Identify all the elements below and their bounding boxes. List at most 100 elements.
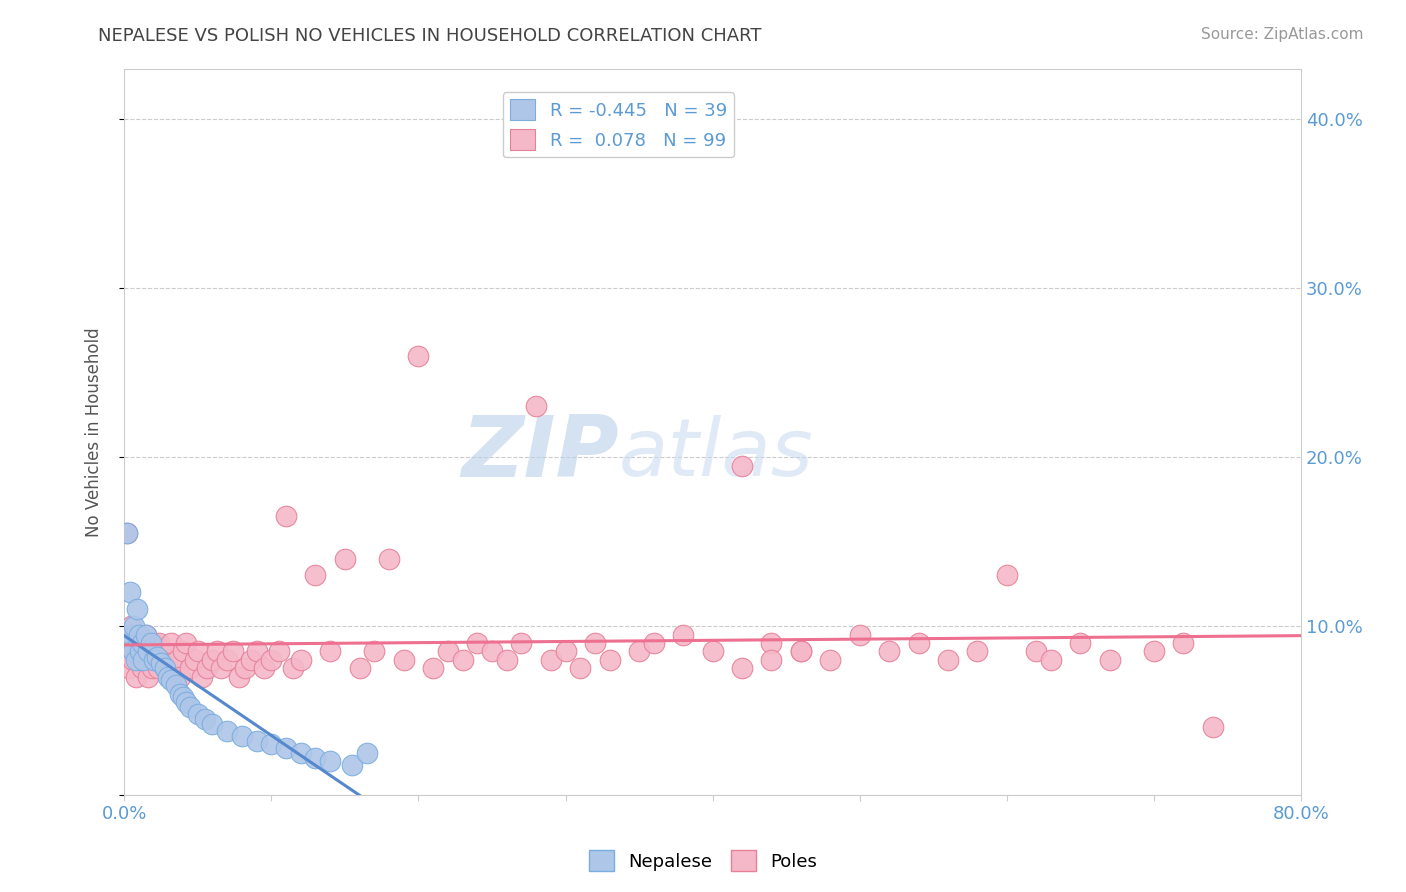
Point <box>165 678 187 692</box>
Point <box>131 661 153 675</box>
Point <box>290 746 312 760</box>
Point <box>125 670 148 684</box>
Point <box>160 673 183 688</box>
Text: NEPALESE VS POLISH NO VEHICLES IN HOUSEHOLD CORRELATION CHART: NEPALESE VS POLISH NO VEHICLES IN HOUSEH… <box>98 27 762 45</box>
Point <box>166 653 188 667</box>
Point <box>274 509 297 524</box>
Point <box>731 661 754 675</box>
Point <box>122 653 145 667</box>
Point <box>253 661 276 675</box>
Point <box>127 602 149 616</box>
Point <box>966 644 988 658</box>
Point <box>194 712 217 726</box>
Point <box>790 644 813 658</box>
Point <box>1040 653 1063 667</box>
Point <box>122 644 145 658</box>
Point <box>201 717 224 731</box>
Point <box>231 729 253 743</box>
Point <box>131 636 153 650</box>
Point <box>169 687 191 701</box>
Text: atlas: atlas <box>619 415 813 492</box>
Point <box>160 636 183 650</box>
Point <box>135 627 157 641</box>
Point <box>124 619 146 633</box>
Point <box>340 757 363 772</box>
Point <box>115 526 138 541</box>
Point <box>1069 636 1091 650</box>
Point <box>187 644 209 658</box>
Point <box>217 723 239 738</box>
Point <box>790 644 813 658</box>
Point <box>163 661 186 675</box>
Point <box>129 653 152 667</box>
Point <box>136 644 159 658</box>
Point <box>172 644 194 658</box>
Point <box>239 653 262 667</box>
Point <box>157 670 180 684</box>
Point <box>1025 644 1047 658</box>
Point <box>233 661 256 675</box>
Point <box>761 636 783 650</box>
Point <box>392 653 415 667</box>
Point <box>209 661 232 675</box>
Point <box>245 734 267 748</box>
Text: Source: ZipAtlas.com: Source: ZipAtlas.com <box>1201 27 1364 42</box>
Point <box>936 653 959 667</box>
Point <box>304 568 326 582</box>
Point <box>583 636 606 650</box>
Point <box>191 670 214 684</box>
Point <box>481 644 503 658</box>
Point <box>907 636 929 650</box>
Point <box>274 740 297 755</box>
Point <box>139 644 162 658</box>
Point <box>245 644 267 658</box>
Point <box>145 649 167 664</box>
Point <box>1143 644 1166 658</box>
Point <box>1202 721 1225 735</box>
Point <box>115 526 138 541</box>
Point <box>143 653 166 667</box>
Point <box>731 458 754 473</box>
Point <box>195 661 218 675</box>
Point <box>114 636 136 650</box>
Point <box>179 661 201 675</box>
Point <box>127 627 149 641</box>
Point <box>155 661 177 675</box>
Point <box>319 754 342 768</box>
Point <box>540 653 562 667</box>
Point <box>128 627 150 641</box>
Point <box>155 661 177 675</box>
Point <box>179 700 201 714</box>
Text: ZIP: ZIP <box>461 412 619 495</box>
Point <box>129 644 152 658</box>
Point <box>149 653 172 667</box>
Point <box>1098 653 1121 667</box>
Point <box>124 636 146 650</box>
Point <box>118 644 141 658</box>
Point <box>172 690 194 704</box>
Point <box>761 653 783 667</box>
Point <box>148 636 170 650</box>
Point <box>422 661 444 675</box>
Legend: Nepalese, Poles: Nepalese, Poles <box>582 843 824 879</box>
Point <box>157 653 180 667</box>
Point <box>135 627 157 641</box>
Point <box>599 653 621 667</box>
Point <box>138 653 160 667</box>
Point <box>524 400 547 414</box>
Point <box>283 661 305 675</box>
Point <box>187 706 209 721</box>
Point <box>174 636 197 650</box>
Point <box>117 661 139 675</box>
Point <box>267 644 290 658</box>
Point <box>260 653 283 667</box>
Point <box>121 627 143 641</box>
Point <box>132 636 155 650</box>
Point <box>995 568 1018 582</box>
Point <box>184 653 207 667</box>
Point <box>319 644 342 658</box>
Point <box>145 644 167 658</box>
Point <box>643 636 665 650</box>
Point <box>569 661 592 675</box>
Point <box>702 644 724 658</box>
